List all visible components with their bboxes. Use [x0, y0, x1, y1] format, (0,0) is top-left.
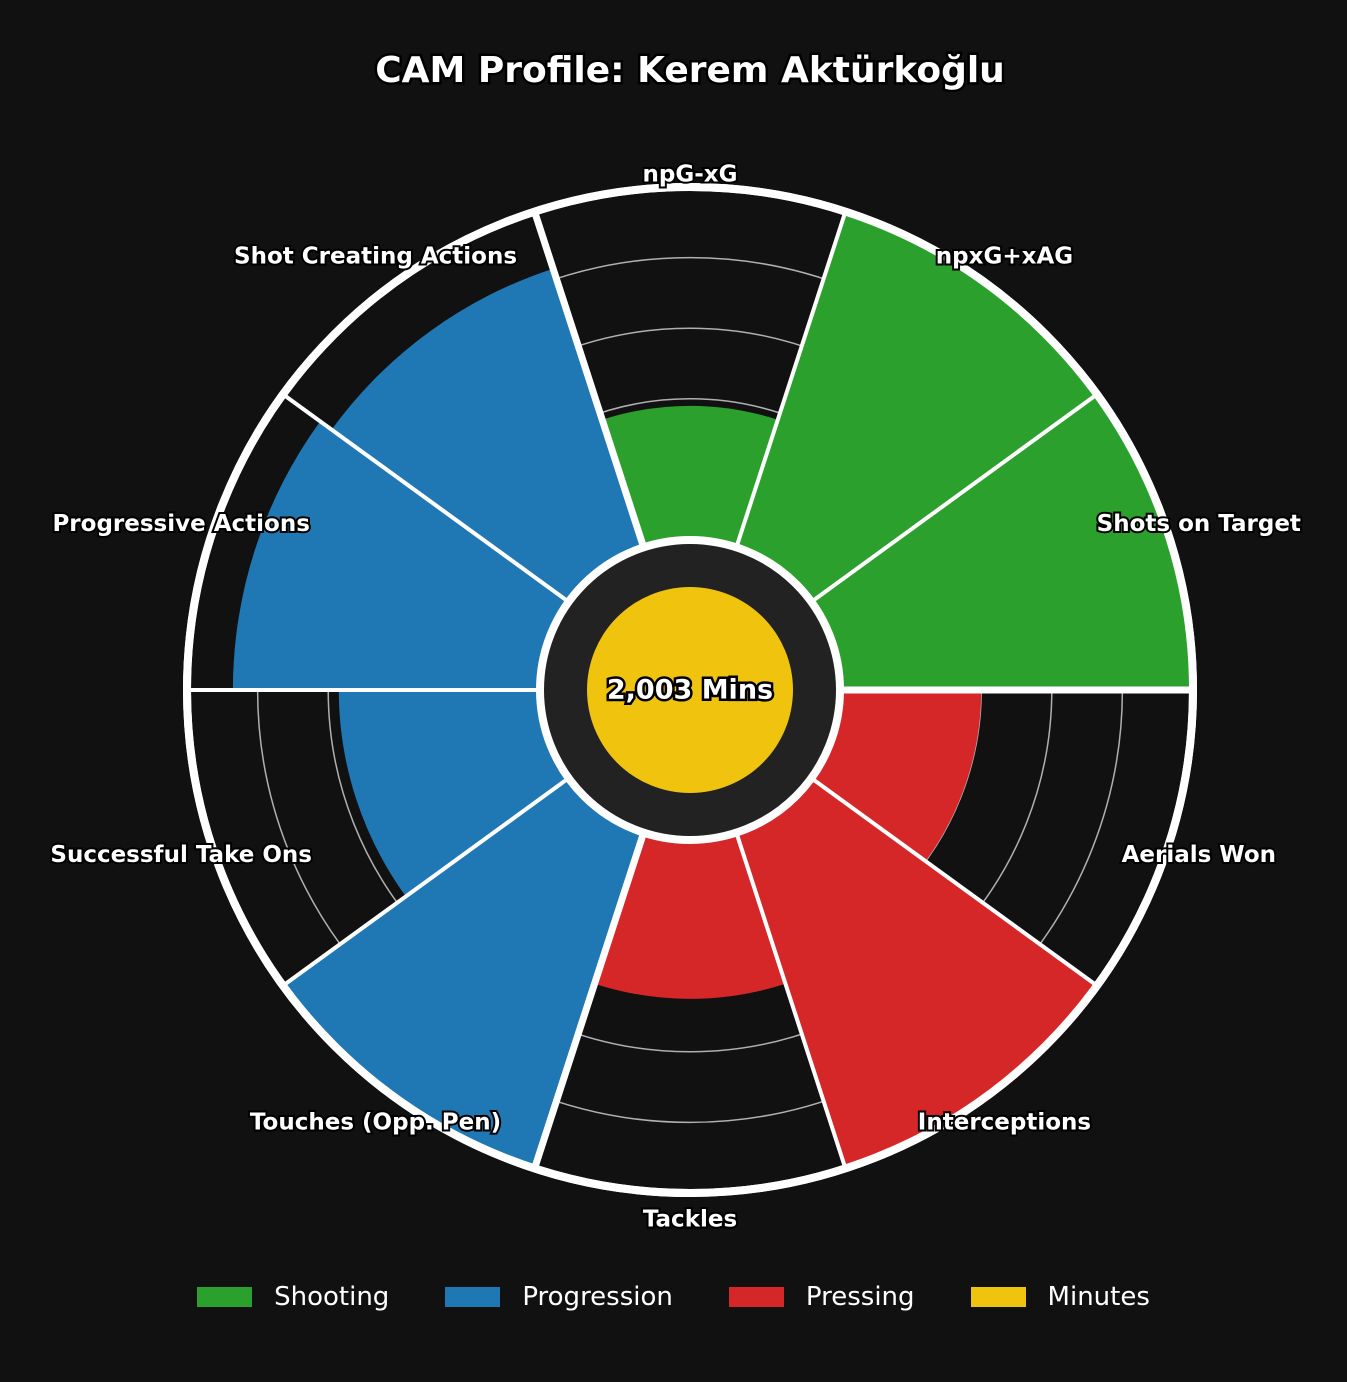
- legend-item-shooting: Shooting: [197, 1282, 389, 1312]
- bar-8: [232, 421, 569, 690]
- bar-2: [811, 394, 1193, 690]
- legend-swatch: [445, 1287, 501, 1307]
- bar-7: [338, 690, 569, 897]
- legend: Shooting Progression Pressing Minutes: [0, 1282, 1347, 1312]
- wedge-separator: [734, 211, 848, 548]
- legend-item-progression: Progression: [445, 1282, 673, 1312]
- legend-item-pressing: Pressing: [728, 1282, 915, 1312]
- legend-swatch: [728, 1287, 784, 1307]
- bar-5: [594, 832, 786, 999]
- legend-label: Shooting: [274, 1282, 390, 1312]
- center-label: 2,003 Mins: [607, 675, 773, 706]
- category-label: Touches (Opp. Pen): [250, 1109, 501, 1135]
- category-label: npG-xG: [643, 162, 738, 188]
- legend-label: Progression: [522, 1282, 673, 1312]
- category-label: Successful Take Ons: [50, 842, 312, 868]
- bar-3: [811, 690, 982, 862]
- category-label: Shots on Target: [1097, 511, 1301, 537]
- chart-title: CAM Profile: Kerem Aktürkoğlu: [375, 50, 1005, 91]
- legend-label: Minutes: [1047, 1282, 1150, 1312]
- legend-label: Pressing: [805, 1282, 915, 1312]
- wedge-separator: [734, 832, 848, 1169]
- wedge-separator: [810, 776, 1099, 988]
- wedge-separator: [281, 392, 570, 604]
- bar-0: [602, 405, 778, 548]
- wedge-separator: [531, 210, 647, 549]
- legend-swatch: [197, 1287, 253, 1307]
- legend-item-minutes: Minutes: [970, 1282, 1150, 1312]
- outer-border: [183, 183, 1197, 1197]
- bar-9: [331, 268, 644, 602]
- bar-4: [736, 778, 1097, 1169]
- wedge-separator: [281, 776, 570, 988]
- category-label: npxG+xAG: [936, 244, 1073, 270]
- minutes-circle: [587, 587, 793, 793]
- category-label: Tackles: [643, 1207, 737, 1233]
- category-label: Progressive Actions: [52, 511, 309, 537]
- wedge-separator: [810, 392, 1099, 604]
- category-label: Shot Creating Actions: [234, 244, 517, 270]
- category-label: Interceptions: [918, 1109, 1091, 1135]
- category-label: Aerials Won: [1122, 842, 1276, 868]
- legend-swatch: [970, 1287, 1026, 1307]
- bar-6: [283, 778, 644, 1169]
- bar-1: [736, 211, 1097, 602]
- wedge-separator: [531, 831, 647, 1170]
